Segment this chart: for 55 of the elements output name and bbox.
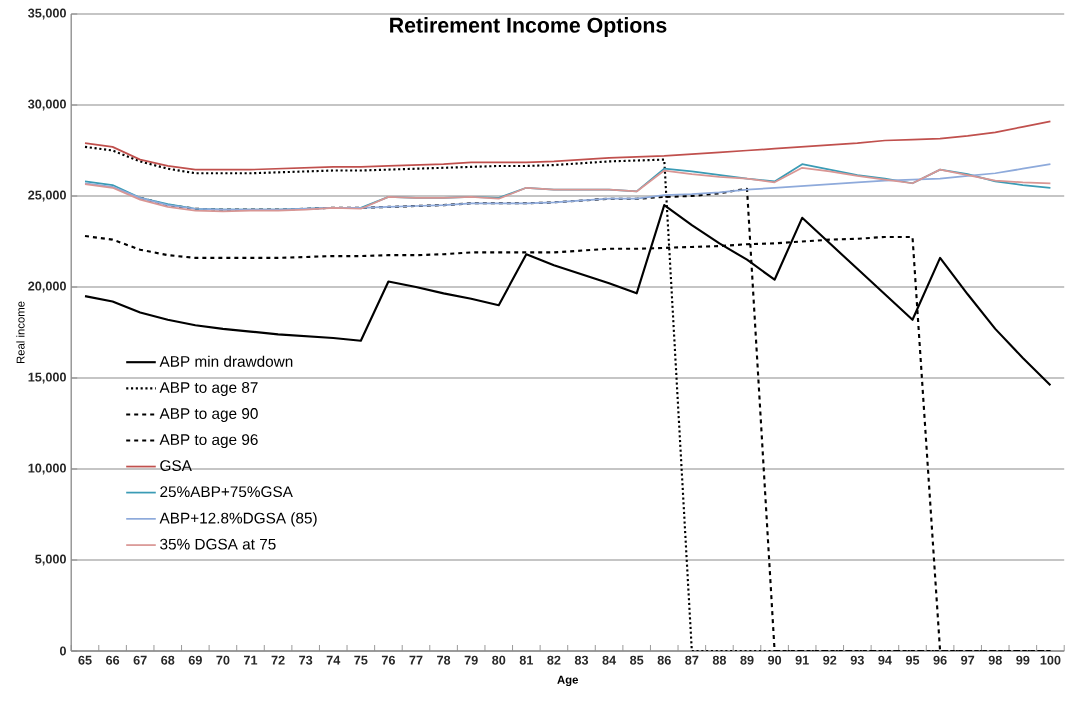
x-tick-label: 68: [161, 655, 175, 665]
y-tick-label: 25,000: [28, 190, 66, 202]
x-tick-label: 87: [685, 655, 699, 665]
x-tick-label: 77: [409, 655, 423, 665]
x-tick-label: 84: [602, 655, 617, 665]
x-tick-label: 98: [988, 655, 1002, 665]
y-axis-title: Real income: [16, 301, 25, 364]
x-tick-label: 96: [933, 655, 947, 665]
x-tick-label: 65: [78, 655, 92, 665]
y-tick-label: 15,000: [28, 372, 66, 384]
x-tick-label: 100: [1040, 655, 1061, 665]
x-axis-title: Age: [557, 675, 579, 687]
x-tick-label: 94: [878, 655, 892, 665]
x-tick-label: 85: [630, 655, 644, 665]
x-tick-label: 97: [961, 655, 975, 665]
y-tick-label: 10,000: [28, 463, 66, 475]
x-tick-label: 75: [354, 655, 368, 665]
y-tick-label: 30,000: [28, 99, 66, 111]
legend-label: ABP+12.8%DGSA (85): [159, 512, 317, 527]
x-tick-label: 89: [740, 655, 754, 665]
y-tick-label: 0: [59, 646, 66, 656]
legend-label: 25%ABP+75%GSA: [160, 486, 293, 498]
x-tick-label: 90: [767, 655, 782, 665]
x-tick-label: 73: [299, 655, 313, 665]
x-tick-label: 88: [712, 655, 727, 665]
y-tick-label: 35,000: [28, 8, 66, 20]
legend-label: ABP to age 87: [159, 382, 258, 396]
chart-title: Retirement Income Options: [390, 17, 667, 37]
x-tick-label: 80: [492, 655, 506, 665]
x-tick-label: 95: [905, 655, 920, 665]
y-tick-label: 20,000: [28, 281, 66, 293]
x-tick-label: 76: [381, 655, 395, 665]
x-tick-label: 78: [437, 655, 451, 665]
legend-label: ABP to age 90: [159, 408, 258, 423]
x-tick-label: 79: [464, 655, 478, 665]
x-tick-label: 71: [244, 655, 258, 665]
x-tick-label: 99: [1016, 655, 1030, 665]
x-tick-label: 93: [850, 655, 864, 665]
x-tick-label: 91: [795, 655, 809, 665]
x-tick-label: 67: [133, 655, 147, 665]
x-tick-label: 74: [326, 655, 341, 665]
legend-label: ABP min drawdown: [159, 355, 293, 367]
x-tick-label: 81: [519, 655, 534, 665]
x-tick-label: 86: [657, 655, 671, 665]
x-tick-label: 92: [823, 655, 837, 665]
y-tick-label: 5,000: [35, 554, 66, 566]
x-tick-label: 83: [574, 655, 589, 665]
x-tick-label: 82: [547, 655, 561, 665]
legend-label: GSA: [160, 460, 192, 472]
x-tick-label: 69: [188, 655, 202, 665]
legend-label: 35% DGSA at 75: [160, 538, 276, 550]
legend-label: ABP to age 96: [159, 434, 258, 449]
x-tick-label: 70: [216, 655, 230, 665]
x-tick-label: 72: [271, 655, 285, 665]
x-tick-label: 66: [106, 655, 120, 665]
